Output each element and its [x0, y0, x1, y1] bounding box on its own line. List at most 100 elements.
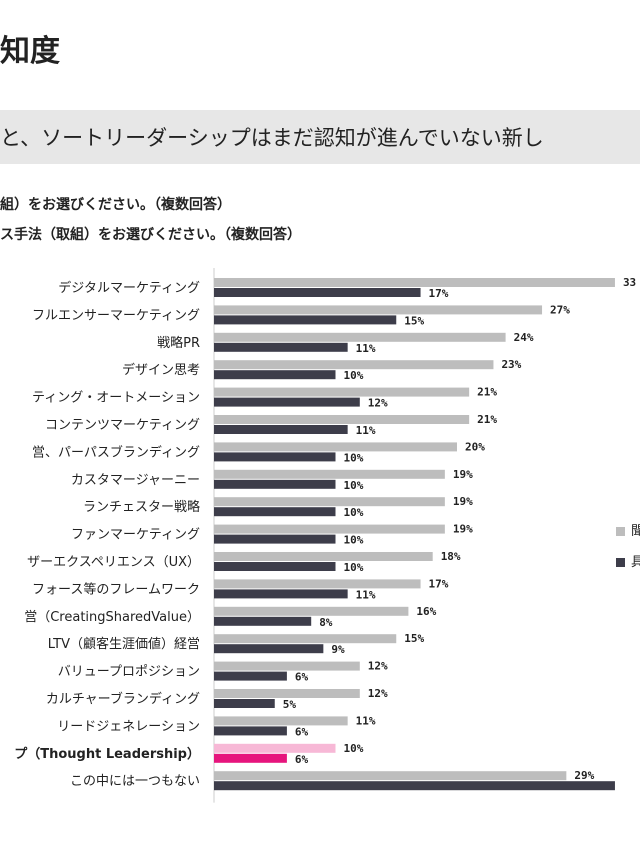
bar-series-1 — [214, 634, 397, 644]
category-label: デジタルマーケティング — [58, 280, 200, 296]
value-label-series-1: 23% — [501, 358, 521, 371]
bar-series-2 — [214, 534, 336, 544]
question-1: 組）をお選びください。（複数回答） — [0, 197, 231, 213]
category-label: ティング・オートメーション — [32, 391, 200, 406]
value-label-series-1: 10% — [344, 742, 364, 755]
value-label-series-2: 9% — [331, 643, 345, 656]
bar-series-1 — [214, 415, 470, 424]
category-label: デザイン思考 — [122, 362, 200, 378]
category-label: ファンマーケティング — [71, 528, 200, 543]
bar-series-2 — [214, 342, 348, 352]
bar-series-1 — [214, 387, 470, 397]
category-label: 営、パーパスブランディング — [32, 444, 200, 460]
bar-series-1 — [214, 360, 494, 370]
bar-series-1 — [214, 743, 336, 753]
bar-series-2 — [214, 452, 336, 462]
bar-series-1 — [214, 497, 445, 507]
legend-label-2: 具 — [631, 555, 640, 570]
value-label-series-2: 6% — [295, 671, 309, 684]
value-label-series-2: 10% — [344, 506, 364, 519]
value-label-series-2: 15% — [404, 314, 424, 327]
bar-series-2 — [214, 425, 348, 434]
bar-series-2 — [214, 507, 336, 517]
value-label-series-2: 11% — [356, 342, 376, 355]
category-label: バリュープロポジション — [58, 665, 200, 680]
category-label: カルチャーブランディング — [46, 691, 200, 707]
value-label-series-2: 10% — [344, 451, 364, 464]
category-label: カスタマージャーニー — [71, 473, 200, 488]
bar-series-2 — [214, 616, 312, 626]
bar-series-1 — [214, 524, 445, 534]
value-label-series-1: 24% — [514, 331, 534, 344]
bar-series-1 — [214, 305, 543, 315]
value-label-series-2: 5% — [283, 698, 297, 711]
bar-series-2 — [214, 397, 360, 407]
subtitle: と、ソートリーダーシップはまだ認知が進んでいない新し — [0, 126, 544, 150]
value-label-series-2: 12% — [368, 397, 388, 410]
bar-series-1 — [214, 716, 348, 726]
value-label-series-2: 10% — [344, 479, 364, 492]
value-label-series-1: 21% — [477, 413, 497, 426]
bar-series-1 — [214, 552, 433, 561]
legend-label-1: 聞 — [631, 524, 640, 539]
category-label: プ（Thought Leadership） — [14, 746, 200, 762]
value-label-series-1: 19% — [453, 523, 473, 536]
category-label: 戦略PR — [157, 335, 200, 351]
value-label-series-1: 15% — [404, 632, 424, 645]
subtitle-band — [0, 110, 640, 164]
bar-series-2 — [214, 479, 336, 489]
bar-series-1 — [214, 332, 506, 342]
value-label-series-1: 19% — [453, 468, 473, 481]
bar-series-1 — [214, 442, 457, 452]
category-label: フォース等のフレームワーク — [32, 581, 200, 597]
value-label-series-1: 29% — [574, 769, 594, 782]
bar-series-2 — [214, 671, 287, 681]
value-label-series-1: 16% — [416, 605, 436, 618]
category-label: フルエンサーマーケティング — [32, 308, 200, 323]
legend-swatch-2 — [616, 558, 625, 567]
value-label-series-2: 10% — [344, 369, 364, 382]
bar-series-2 — [214, 562, 336, 571]
value-label-series-1: 19% — [453, 495, 473, 508]
bar-series-2 — [214, 644, 324, 654]
bar-series-2 — [214, 753, 287, 763]
value-label-series-1: 18% — [441, 550, 461, 563]
category-label: ランチェスター戦略 — [83, 499, 200, 515]
value-label-series-1: 33 — [623, 276, 636, 289]
category-label: 営（CreatingSharedValue） — [24, 610, 200, 625]
value-label-series-1: 21% — [477, 386, 497, 399]
bar-series-2 — [214, 699, 275, 708]
value-label-series-2: 11% — [356, 588, 376, 601]
bar-series-2 — [214, 315, 397, 325]
value-label-series-2: 6% — [295, 753, 309, 766]
bar-series-2 — [214, 781, 615, 791]
bar-series-2 — [214, 589, 348, 599]
category-label: この中には一つもない — [70, 774, 200, 789]
value-label-series-1: 17% — [429, 577, 449, 590]
value-label-series-2: 6% — [295, 725, 309, 738]
bar-series-1 — [214, 469, 445, 479]
value-label-series-2: 11% — [356, 424, 376, 437]
bar-series-1 — [214, 606, 409, 616]
bar-series-2 — [214, 288, 421, 297]
bar-series-2 — [214, 370, 336, 380]
question-2: ス手法（取組）をお選びください。（複数回答） — [0, 227, 301, 243]
bar-series-1 — [214, 689, 360, 698]
category-label: リードジェネレーション — [57, 719, 200, 734]
bar-series-1 — [214, 579, 421, 589]
legend-item-1: 聞 — [616, 520, 640, 539]
value-label-series-2: 17% — [429, 287, 449, 300]
value-label-series-1: 12% — [368, 660, 388, 673]
legend-item-2: 具 — [616, 551, 640, 570]
value-label-series-1: 11% — [356, 714, 376, 727]
legend-swatch-1 — [616, 527, 625, 536]
category-label: LTV（顧客生涯価値）経営 — [48, 636, 200, 652]
value-label-series-2: 8% — [319, 616, 333, 629]
value-label-series-1: 27% — [550, 303, 570, 316]
value-label-series-1: 20% — [465, 440, 485, 453]
bar-series-1 — [214, 661, 360, 671]
category-label: ザーエクスペリエンス（UX） — [27, 555, 200, 570]
bar-series-2 — [214, 726, 287, 736]
value-label-series-2: 10% — [344, 534, 364, 547]
value-label-series-1: 12% — [368, 687, 388, 700]
